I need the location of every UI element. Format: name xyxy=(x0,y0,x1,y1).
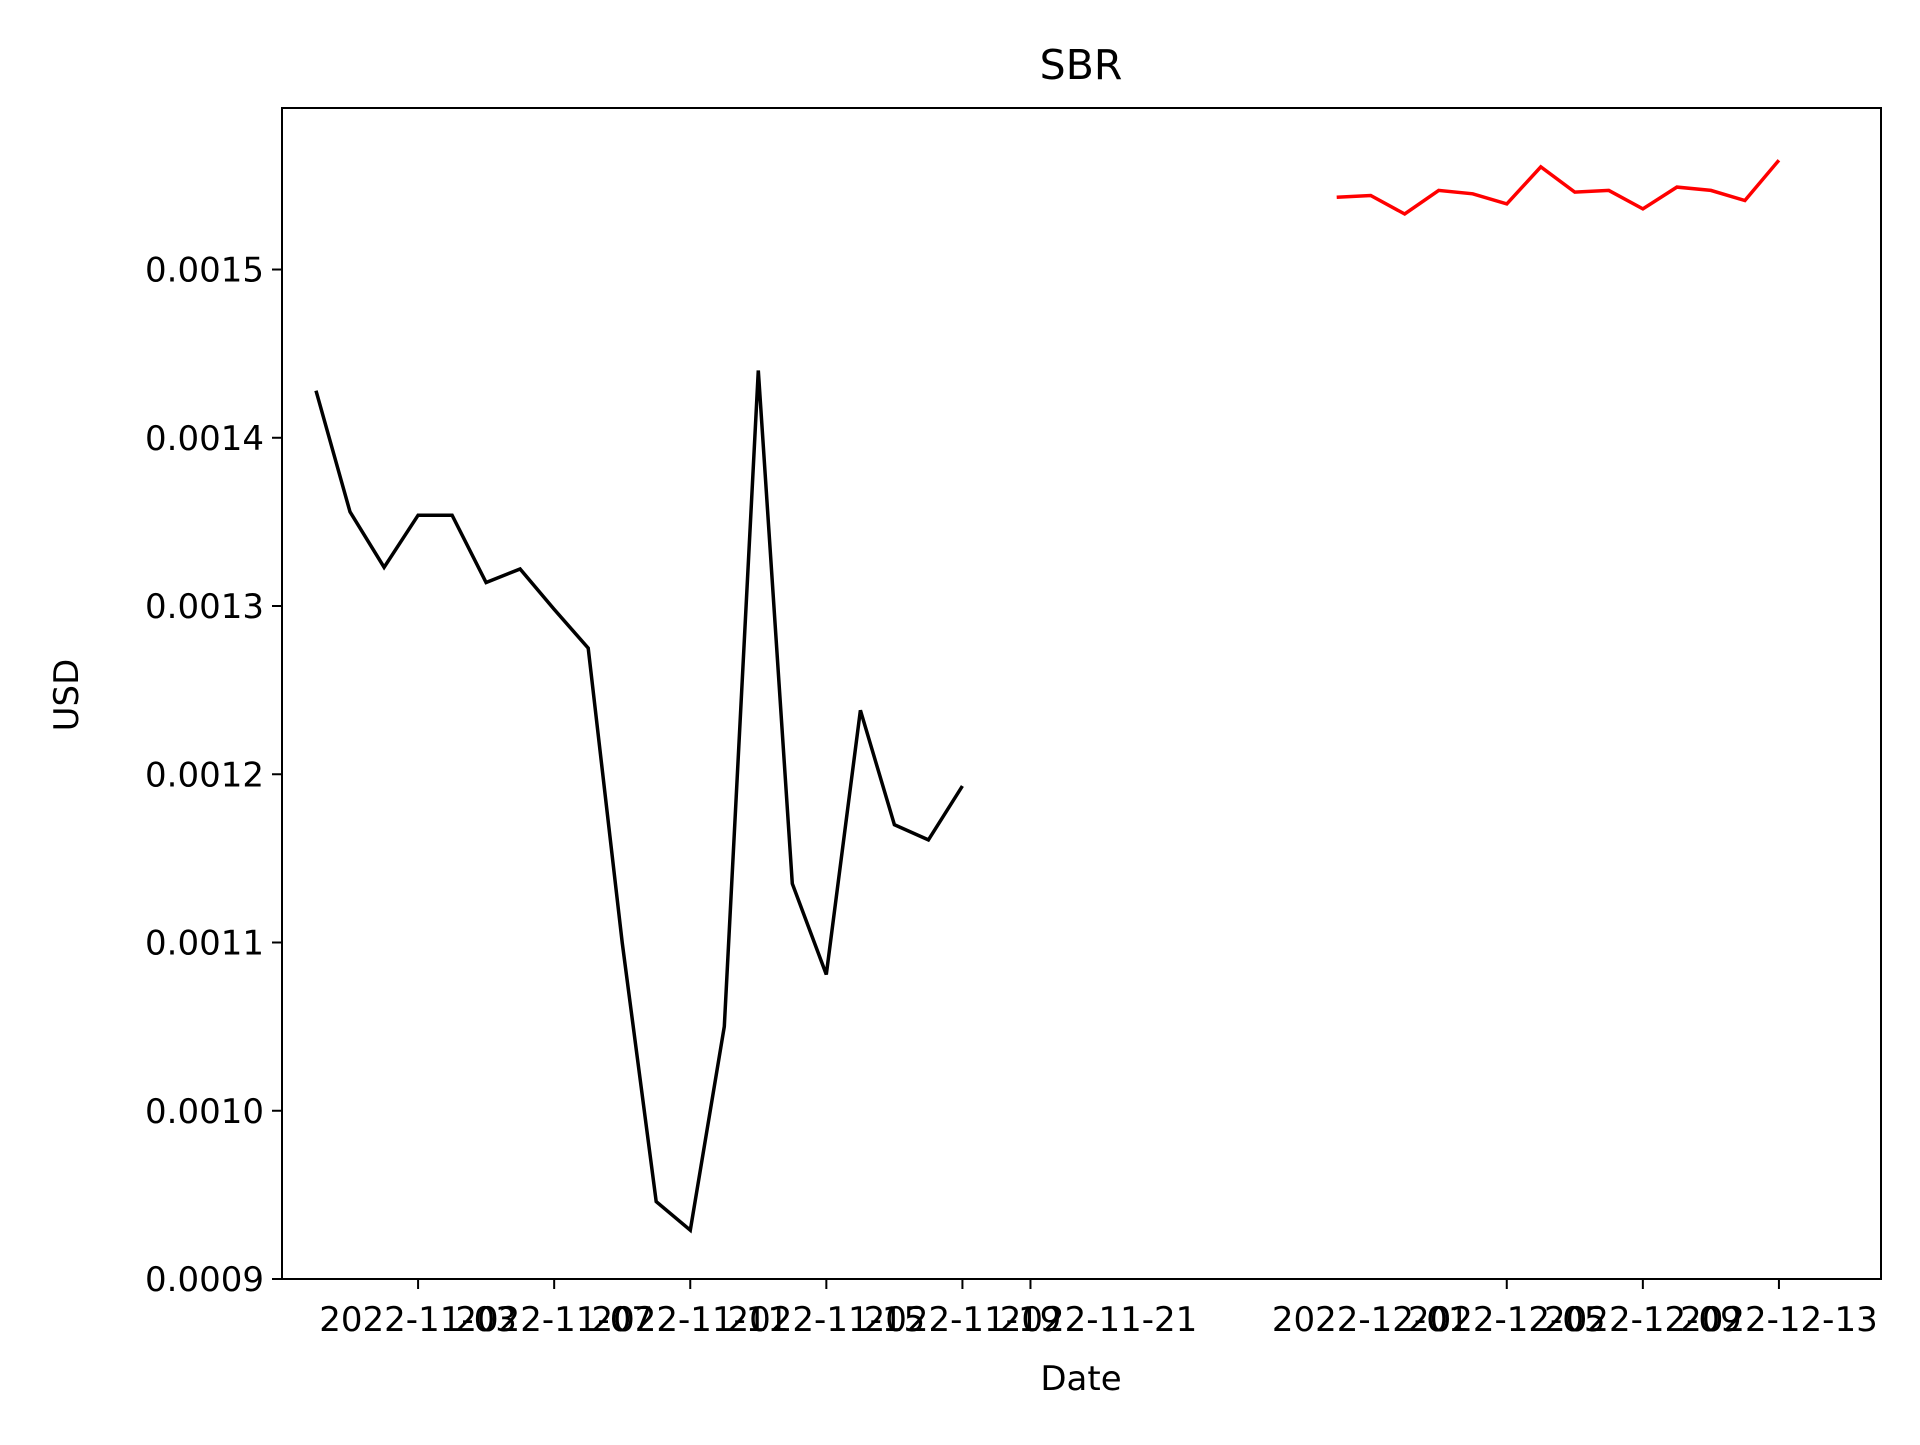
x-tick-label: 2022-12-13 xyxy=(1680,1300,1878,1340)
series-line-1 xyxy=(314,370,964,1234)
series-line-2 xyxy=(1336,159,1781,217)
x-tick-label: 2022-12-01 xyxy=(1272,1300,1470,1340)
x-tick-label: 2022-12-05 xyxy=(1408,1300,1606,1340)
x-axis-label: Date xyxy=(1040,1359,1121,1399)
x-tick-label: 2022-11-19 xyxy=(864,1300,1062,1340)
y-axis-label: USD xyxy=(47,659,87,732)
y-axis: 0.0009 0.0010 0.0011 0.0012 0.0013 0.0014 0.00… xyxy=(145,251,282,1300)
chart-title: SBR xyxy=(1040,41,1123,89)
y-tick-label: 0.0011 xyxy=(145,924,264,964)
x-tick-label: 2022-12-09 xyxy=(1544,1300,1742,1340)
x-tick-label: 2022-11-21 xyxy=(1000,1300,1198,1340)
x-axis: 2022-11-032022-11-072022-11-112022-11-15… xyxy=(319,1279,1878,1340)
plot-frame xyxy=(281,107,1882,1280)
x-tick-label: 2022-11-11 xyxy=(591,1300,789,1340)
y-tick-label: 0.0015 xyxy=(145,251,264,291)
y-tick-label: 0.0014 xyxy=(145,419,264,459)
x-tick-label: 2022-11-03 xyxy=(319,1300,517,1340)
y-tick-label: 0.0009 xyxy=(145,1260,264,1300)
x-tick-label: 2022-11-07 xyxy=(455,1300,653,1340)
series-layer xyxy=(314,159,1781,1234)
y-tick-label: 0.0010 xyxy=(145,1092,264,1132)
x-tick-label: 2022-11-15 xyxy=(728,1300,926,1340)
y-tick-label: 0.0013 xyxy=(145,587,264,627)
y-tick-label: 0.0012 xyxy=(145,755,264,795)
